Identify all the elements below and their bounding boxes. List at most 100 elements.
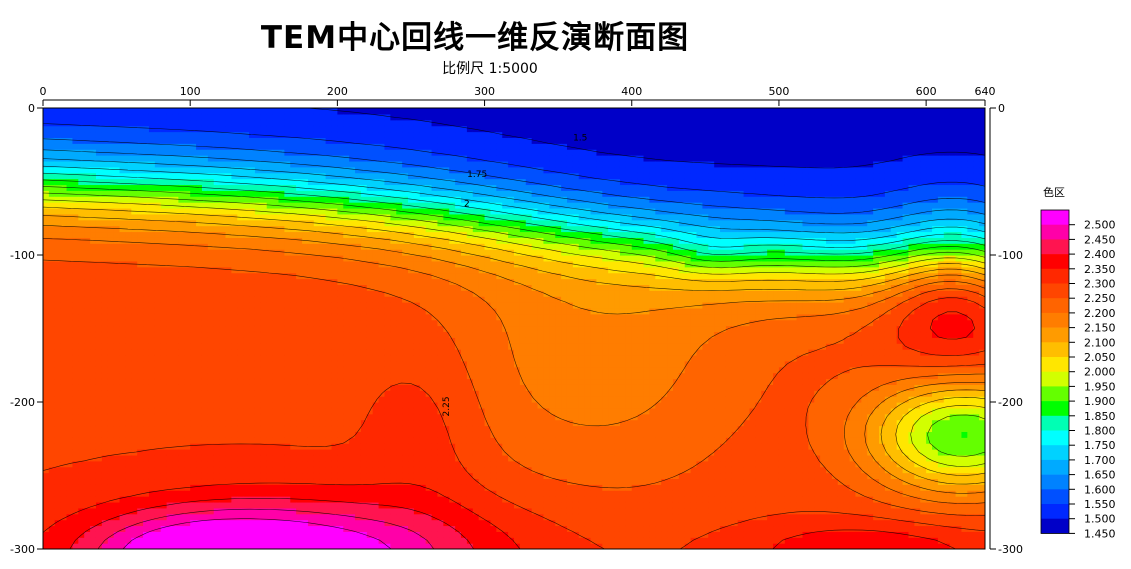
heatmap-cell xyxy=(213,513,221,521)
heatmap-cell xyxy=(119,349,127,356)
heatmap-cell xyxy=(95,372,103,380)
heatmap-cell xyxy=(419,260,427,268)
heatmap-cell xyxy=(95,307,103,315)
heatmap-cell xyxy=(184,149,191,156)
heatmap-cell xyxy=(408,431,415,438)
heatmap-cell xyxy=(84,125,91,133)
heatmap-cell xyxy=(196,325,203,333)
heatmap-cell xyxy=(72,243,79,250)
heatmap-cell xyxy=(319,231,327,238)
heatmap-cell xyxy=(201,437,209,444)
heatmap-cell xyxy=(343,149,350,156)
heatmap-cell xyxy=(313,513,321,521)
heatmap-cell xyxy=(160,331,168,338)
heatmap-cell xyxy=(419,325,427,333)
heatmap-cell xyxy=(260,196,268,203)
heatmap-cell xyxy=(425,331,433,338)
heatmap-cell xyxy=(60,519,68,527)
heatmap-cell xyxy=(366,260,374,268)
heatmap-cell xyxy=(390,184,397,191)
heatmap-cell xyxy=(184,278,191,285)
heatmap-cell xyxy=(48,419,56,427)
heatmap-cell xyxy=(278,137,285,144)
heatmap-cell xyxy=(384,190,391,197)
heatmap-cell xyxy=(178,484,185,491)
heatmap-cell xyxy=(131,360,138,368)
heatmap-cell xyxy=(313,266,321,274)
heatmap-cell xyxy=(90,313,97,321)
heatmap-cell xyxy=(296,413,303,421)
heatmap-cell xyxy=(213,466,221,474)
heatmap-cell xyxy=(201,196,209,203)
heatmap-cell xyxy=(154,296,162,303)
heatmap-cell xyxy=(107,390,115,397)
heatmap-cell xyxy=(113,172,121,180)
heatmap-cell xyxy=(196,525,203,532)
heatmap-cell xyxy=(260,413,268,421)
heatmap-cell xyxy=(148,543,156,549)
heatmap-cell xyxy=(190,108,197,115)
heatmap-cell xyxy=(343,460,350,468)
heatmap-cell xyxy=(207,155,215,162)
heatmap-cell xyxy=(237,331,244,338)
heatmap-cell xyxy=(384,325,391,333)
heatmap-cell xyxy=(325,337,333,344)
heatmap-cell xyxy=(207,131,215,138)
heatmap-cell xyxy=(231,425,238,432)
heatmap-cell xyxy=(402,155,409,162)
heatmap-cell xyxy=(396,166,403,174)
heatmap-cell xyxy=(160,155,168,162)
heatmap-cell xyxy=(196,225,203,233)
heatmap-cell xyxy=(325,178,333,186)
heatmap-cell xyxy=(72,307,79,315)
heatmap-cell xyxy=(178,207,185,215)
heatmap-cell xyxy=(213,507,221,515)
heatmap-cell xyxy=(390,460,397,468)
heatmap-cell xyxy=(48,272,56,280)
heatmap-cell xyxy=(154,425,162,432)
heatmap-cell xyxy=(290,331,297,338)
heatmap-cell xyxy=(166,390,174,397)
heatmap-cell xyxy=(343,113,350,121)
heatmap-cell xyxy=(402,113,409,121)
heatmap-cell xyxy=(90,372,97,380)
heatmap-cell xyxy=(313,149,321,156)
heatmap-cell xyxy=(131,366,138,374)
heatmap-cell xyxy=(331,302,338,309)
heatmap-cell xyxy=(425,296,433,303)
heatmap-cell xyxy=(231,449,238,456)
heatmap-cell xyxy=(66,172,74,180)
heatmap-cell xyxy=(249,360,256,368)
heatmap-cell xyxy=(343,419,350,427)
heatmap-cell xyxy=(48,466,56,474)
heatmap-cell xyxy=(384,507,391,515)
heatmap-cell xyxy=(343,443,350,450)
heatmap-cell xyxy=(337,343,344,350)
heatmap-cell xyxy=(396,266,403,274)
heatmap-cell xyxy=(296,166,303,174)
heatmap-cell xyxy=(319,360,327,368)
heatmap-cell xyxy=(219,466,227,474)
heatmap-cell xyxy=(360,231,368,238)
heatmap-cell xyxy=(413,443,421,450)
heatmap-cell xyxy=(343,207,350,215)
heatmap-cell xyxy=(172,190,180,197)
heatmap-cell xyxy=(196,149,203,156)
heatmap-cell xyxy=(284,449,291,456)
heatmap-cell xyxy=(237,519,244,527)
heatmap-cell xyxy=(166,402,174,409)
heatmap-cell xyxy=(237,407,244,415)
heatmap-cell xyxy=(196,113,203,121)
heatmap-cell xyxy=(378,443,386,450)
heatmap-cell xyxy=(360,537,368,544)
heatmap-cell xyxy=(378,272,386,280)
heatmap-cell xyxy=(107,108,115,115)
heatmap-cell xyxy=(119,343,127,350)
heatmap-cell xyxy=(143,125,150,133)
heatmap-cell xyxy=(390,478,397,485)
heatmap-cell xyxy=(419,237,427,244)
heatmap-cell xyxy=(166,496,174,503)
heatmap-cell xyxy=(131,296,138,303)
heatmap-cell xyxy=(178,137,185,144)
heatmap-cell xyxy=(101,360,109,368)
